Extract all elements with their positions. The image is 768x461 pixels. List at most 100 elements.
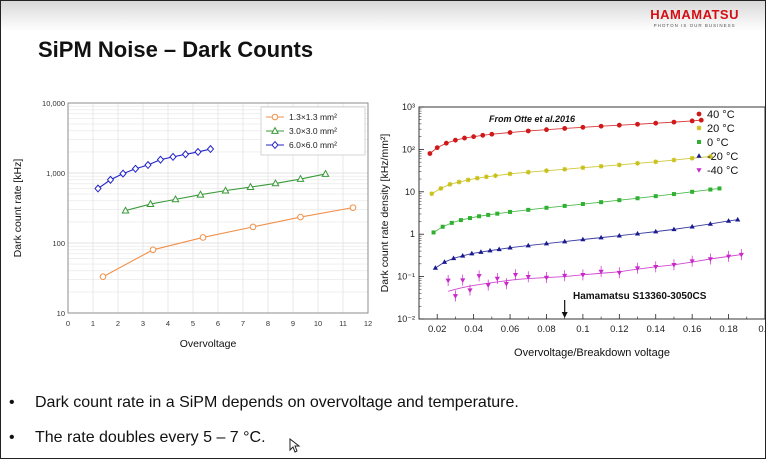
data-point: [431, 230, 436, 235]
y-axis-label: Dark count rate density [kHz/mm²]: [379, 134, 391, 293]
x-tick-label: 8: [266, 319, 270, 328]
x-tick-label: 1: [91, 319, 95, 328]
data-point: [169, 152, 177, 162]
x-tick-label: 0.12: [610, 324, 629, 335]
data-point: [469, 250, 475, 256]
data-point: [460, 278, 466, 283]
device-annotation: Hamamatsu S13360-3050CS: [573, 291, 707, 302]
data-point: [476, 274, 482, 279]
data-point: [503, 281, 510, 287]
data-point: [477, 214, 482, 219]
data-point: [489, 131, 495, 137]
bullet-text: The rate doubles every 5 – 7 °C.: [35, 429, 266, 446]
data-point: [149, 246, 157, 254]
y-tick-label: 10²: [402, 144, 415, 154]
data-point: [525, 169, 531, 175]
x-tick-label: 0.18: [719, 324, 738, 335]
data-point: [635, 121, 640, 127]
data-point: [171, 194, 180, 203]
legend-label: -20 °C: [707, 151, 738, 163]
mouse-cursor-icon: [289, 438, 301, 453]
data-point: [653, 265, 659, 270]
data-point: [525, 128, 531, 134]
data-point: [458, 218, 463, 223]
data-point: [485, 283, 491, 288]
x-tick-label: 5: [191, 319, 195, 328]
data-point: [199, 234, 207, 241]
data-point: [634, 266, 641, 272]
data-point: [493, 173, 498, 179]
x-tick-label: 3: [141, 319, 145, 328]
data-point: [690, 189, 695, 194]
data-point: [349, 204, 357, 211]
data-point: [486, 212, 491, 217]
bullet-text: Dark count rate in a SiPM depends on ove…: [35, 394, 519, 411]
data-point: [689, 155, 695, 161]
legend-label: 1.3×1.3 mm²: [289, 112, 337, 122]
series-group: [432, 216, 741, 270]
data-point: [562, 126, 568, 131]
x-axis-label: Overvoltage/Breakdown voltage: [514, 347, 670, 359]
data-point: [246, 182, 255, 190]
legend-marker: [696, 153, 702, 158]
legend-marker: [271, 140, 279, 150]
series-group: [445, 249, 744, 302]
data-point: [432, 265, 438, 270]
data-point: [543, 240, 550, 246]
data-point: [653, 194, 658, 199]
data-point: [156, 155, 165, 164]
data-point: [562, 203, 567, 208]
x-tick-label: 7: [241, 319, 245, 328]
data-point: [616, 232, 622, 238]
bullet-item: • The rate doubles every 5 – 7 °C.: [9, 428, 519, 448]
data-point: [480, 132, 486, 138]
data-point: [544, 168, 549, 174]
series-line: [102, 207, 354, 278]
legend-marker: [270, 126, 280, 134]
data-point: [467, 288, 473, 293]
data-point: [447, 181, 453, 187]
legend-marker: [696, 168, 702, 173]
x-tick-label: 9: [291, 319, 295, 328]
data-point: [449, 220, 454, 225]
data-point: [99, 273, 107, 281]
series-group: [427, 117, 704, 156]
data-point: [544, 127, 549, 133]
data-point: [616, 122, 622, 128]
series-group: [121, 169, 330, 214]
data-point: [495, 211, 500, 216]
data-point: [562, 273, 568, 279]
data-point: [474, 175, 480, 181]
legend-marker: [696, 111, 702, 117]
y-tick-label: 10: [57, 309, 65, 318]
data-point: [725, 254, 732, 260]
x-axis-label: Overvoltage: [180, 338, 237, 350]
data-point: [738, 252, 744, 258]
x-tick-label: 0.04: [464, 324, 483, 335]
data-point: [296, 174, 305, 182]
data-point: [616, 162, 622, 168]
header-bar: [1, 1, 765, 31]
data-point: [144, 160, 152, 170]
data-point: [508, 209, 513, 214]
x-tick-label: 10: [314, 319, 322, 328]
data-point: [525, 274, 531, 280]
data-point: [456, 179, 462, 185]
data-point: [440, 224, 445, 229]
data-point: [94, 184, 102, 193]
source-annotation: From Otte et al.2016: [489, 114, 576, 124]
legend-marker: [697, 140, 701, 144]
x-tick-label: 0.14: [646, 324, 665, 335]
data-point: [487, 247, 493, 253]
x-tick-label: 0.06: [501, 324, 520, 335]
legend-marker: [271, 113, 279, 121]
y-tick-label: 100: [52, 239, 65, 248]
data-point: [462, 135, 467, 141]
data-point: [465, 177, 471, 183]
x-tick-label: 12: [364, 319, 372, 328]
data-point: [429, 191, 435, 197]
data-point: [460, 252, 466, 258]
x-tick-label: 0.08: [537, 324, 556, 335]
data-point: [599, 200, 604, 205]
series-group: [431, 186, 722, 235]
